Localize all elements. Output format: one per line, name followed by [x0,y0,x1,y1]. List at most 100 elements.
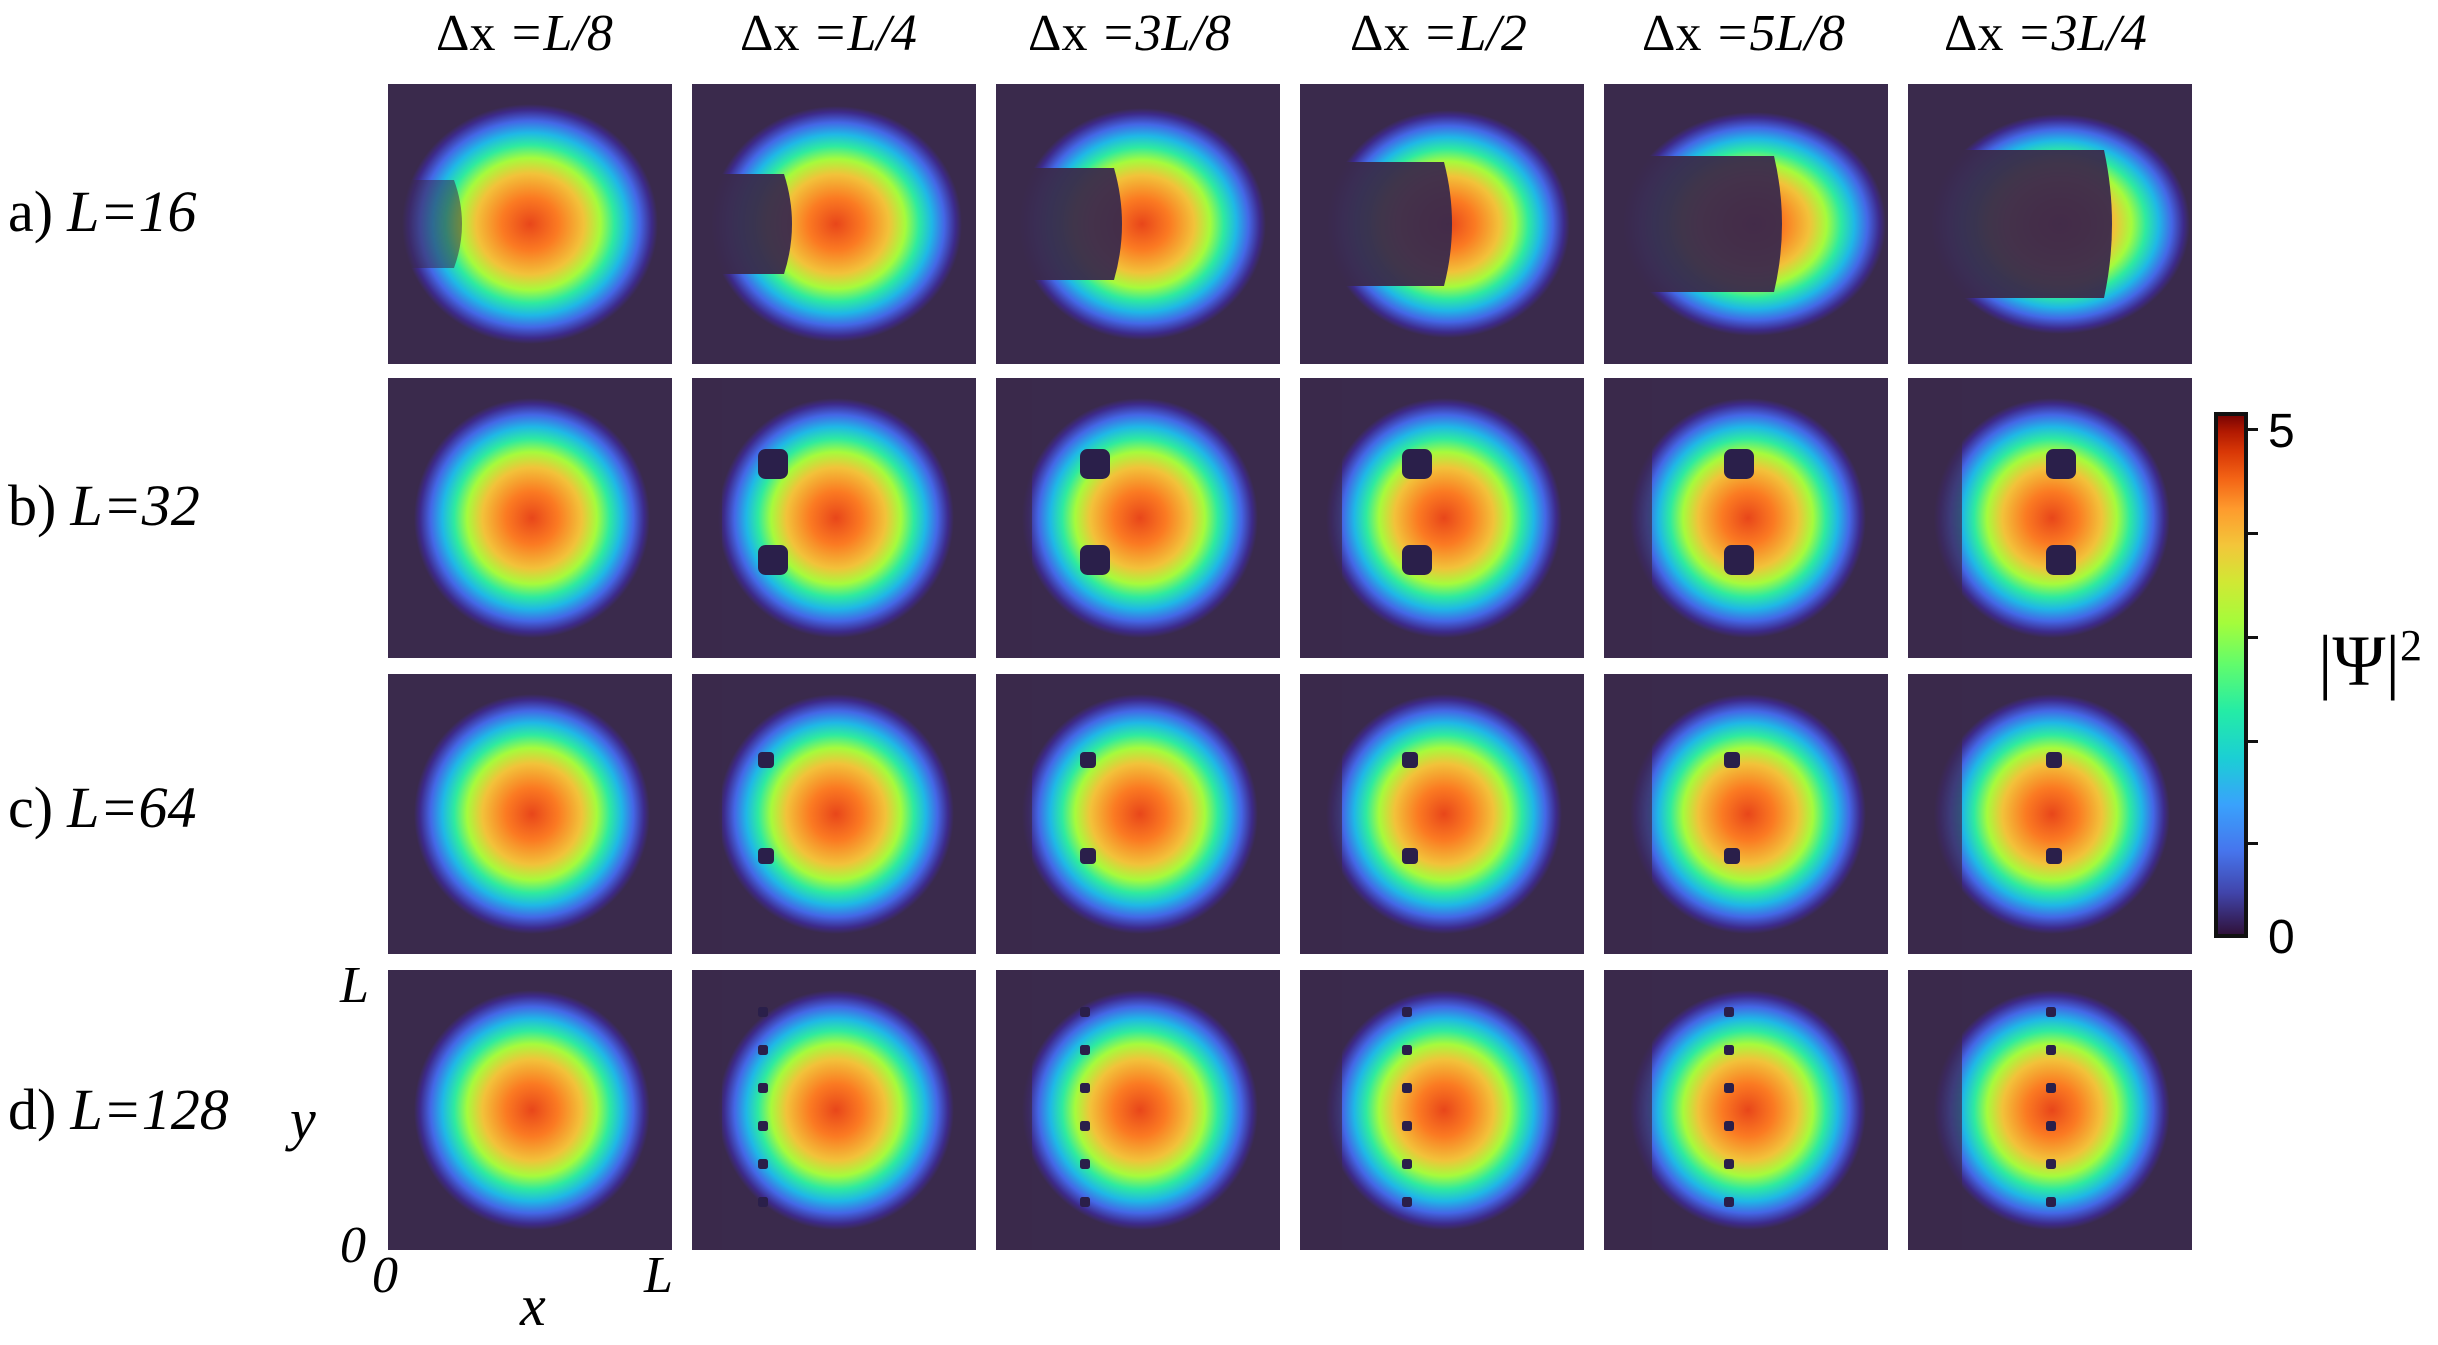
density-panel [1908,84,2192,364]
obstacle-hole [1402,1121,1412,1131]
density-panel [1908,378,2192,658]
condensate-density [1326,990,1562,1230]
condensate-density [1018,108,1266,340]
colorbar-tick [2248,532,2258,535]
depleted-edge [692,674,722,954]
colorbar [2214,412,2248,938]
depleted-edge [1604,378,1652,658]
density-panel [1604,674,1888,954]
condensate-density [1630,694,1866,934]
condensate-density [1326,398,1562,638]
density-panel [388,970,672,1250]
density-panel [996,970,1280,1250]
y-axis-min-label: 0 [340,1217,366,1274]
obstacle-hole [1080,1197,1090,1207]
colorbar-min-label: 0 [2268,911,2295,964]
obstacle-hole [2046,545,2076,575]
condensate-density [1934,398,2170,638]
condensate-density [710,106,962,342]
column-label: Δx =L/8 [436,5,613,62]
condensate-density [414,990,650,1230]
condensate-density [1934,694,2170,934]
condensate-density [718,694,954,934]
density-panel [388,84,672,364]
obstacle-hole [1080,449,1110,479]
condensate-density [1022,694,1258,934]
condensate-density [1630,990,1866,1230]
depleted-edge [1300,378,1342,658]
condensate-density [718,398,954,638]
obstacle-hole [758,1007,768,1017]
density-panel [1604,84,1888,364]
obstacle-hole [692,174,792,274]
obstacle-hole [758,1045,768,1055]
obstacle-hole [1402,1083,1412,1093]
density-panel [1604,378,1888,658]
density-panel [692,674,976,954]
condensate-density [1022,398,1258,638]
x-axis-label: x [520,1273,546,1338]
condensate-density [1326,694,1562,934]
density-panel [1908,970,2192,1250]
obstacle-hole [758,1197,768,1207]
obstacle-hole [1724,1159,1734,1169]
density-panel [388,378,672,658]
condensate-density [1934,990,2170,1230]
density-panel [1300,970,1584,1250]
column-label: Δx =L/2 [1350,5,1527,62]
obstacle-hole [1080,1121,1090,1131]
density-panel [996,674,1280,954]
obstacle-hole [1402,1007,1412,1017]
obstacle-hole [1080,752,1096,768]
obstacle-hole [2046,1197,2056,1207]
colorbar-tick [2248,842,2258,845]
depleted-edge [996,378,1032,658]
obstacle-hole [2046,1083,2056,1093]
density-panel [1300,674,1584,954]
colorbar-label: |Ψ|2 [2318,621,2422,701]
x-axis-min-label: 0 [372,1247,398,1304]
obstacle-hole [758,1121,768,1131]
row-label: b) L=32 [8,473,200,538]
obstacle-hole [758,449,788,479]
density-panel [388,674,672,954]
obstacle-hole [2046,449,2076,479]
depleted-edge [1908,674,1962,954]
colorbar-tick [2248,740,2258,743]
obstacle-hole [758,1083,768,1093]
obstacle-hole [1402,1197,1412,1207]
condensate-density [414,398,650,638]
colorbar-tick [2248,636,2258,639]
obstacle-hole [758,752,774,768]
density-panel [1604,970,1888,1250]
column-label: Δx =L/4 [740,5,917,62]
obstacle-hole [2046,1007,2056,1017]
density-panel [996,84,1280,364]
condensate-density [414,694,650,934]
obstacle-hole [1402,1159,1412,1169]
obstacle-hole [2046,848,2062,864]
obstacle-hole [1402,545,1432,575]
row-label: d) L=128 [8,1077,229,1142]
obstacle-hole [996,168,1122,280]
obstacle-hole [1080,848,1096,864]
depleted-edge [1908,378,1962,658]
obstacle-hole [1908,150,2112,298]
obstacle-hole [1724,1197,1734,1207]
condensate-density [1022,990,1258,1230]
depleted-edge [692,970,722,1250]
obstacle-hole [1724,848,1740,864]
obstacle-hole [1724,1083,1734,1093]
density-panel [692,970,976,1250]
obstacle-hole [1724,752,1740,768]
obstacle-hole [1080,545,1110,575]
condensate-density [718,990,954,1230]
x-axis-max-label: L [644,1247,673,1304]
depleted-edge [996,970,1032,1250]
colorbar-tick [2248,428,2258,431]
obstacle-hole [1724,1045,1734,1055]
density-panel [692,378,976,658]
obstacle-hole [1300,162,1452,286]
obstacle-hole [1080,1159,1090,1169]
